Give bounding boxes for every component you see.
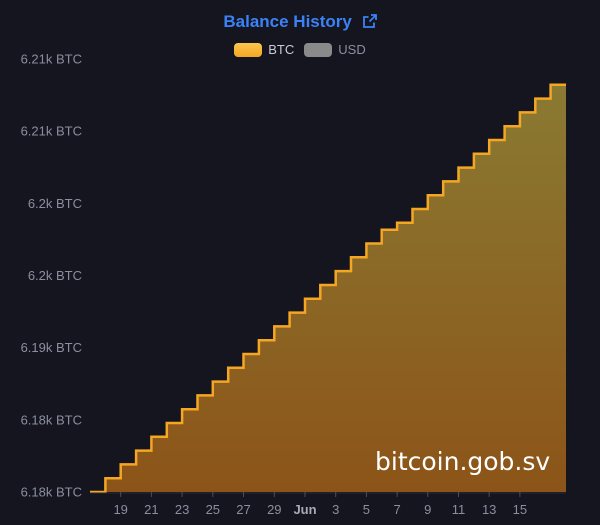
x-tick-label: Jun (293, 502, 316, 517)
legend-label-usd: USD (338, 42, 366, 57)
x-tick-label: 15 (513, 502, 527, 517)
y-tick-label: 6.21k BTC (21, 124, 82, 139)
x-tick-label: 25 (206, 502, 220, 517)
x-tick-label: 23 (175, 502, 189, 517)
legend-swatch-btc (234, 42, 263, 57)
chart-title[interactable]: Balance History (0, 12, 600, 33)
x-tick-label: 29 (267, 502, 281, 517)
series-line-btc (90, 83, 566, 494)
series-area-btc (90, 84, 566, 493)
legend-item-usd[interactable]: USD (304, 42, 366, 57)
x-tick-label: 9 (424, 502, 431, 517)
legend-swatch-usd (304, 42, 333, 57)
y-tick-label: 6.21k BTC (21, 52, 82, 67)
x-tick-label: 13 (482, 502, 496, 517)
legend-label-btc: BTC (268, 42, 295, 57)
chart-title-text[interactable]: Balance History (223, 12, 352, 31)
x-tick-label: 19 (113, 502, 127, 517)
x-tick-label: 5 (363, 502, 370, 517)
y-axis: 6.21k BTC 6.21k BTC 6.2k BTC 6.2k BTC 6.19k … (21, 52, 82, 500)
plot-area (90, 83, 566, 494)
y-tick-label: 6.18k BTC (21, 412, 82, 427)
legend-item-btc[interactable]: BTC (234, 42, 294, 57)
x-tick-label: 7 (393, 502, 400, 517)
y-tick-label: 6.2k BTC (28, 268, 82, 283)
x-tick-label: 3 (332, 502, 339, 517)
x-axis: 19 21 23 25 27 29 Jun 3 5 7 9 11 13 15 (90, 492, 566, 517)
chart-legend: BTC USD (0, 42, 600, 57)
y-tick-label: 6.18k BTC (21, 485, 82, 500)
x-tick-label: 11 (452, 502, 466, 517)
watermark-text: bitcoin.gob.sv (375, 447, 550, 476)
x-tick-label: 27 (236, 502, 250, 517)
x-tick-label: 21 (144, 502, 158, 517)
y-tick-label: 6.2k BTC (28, 196, 82, 211)
external-link-icon[interactable] (362, 13, 377, 33)
y-tick-label: 6.19k BTC (21, 340, 82, 355)
